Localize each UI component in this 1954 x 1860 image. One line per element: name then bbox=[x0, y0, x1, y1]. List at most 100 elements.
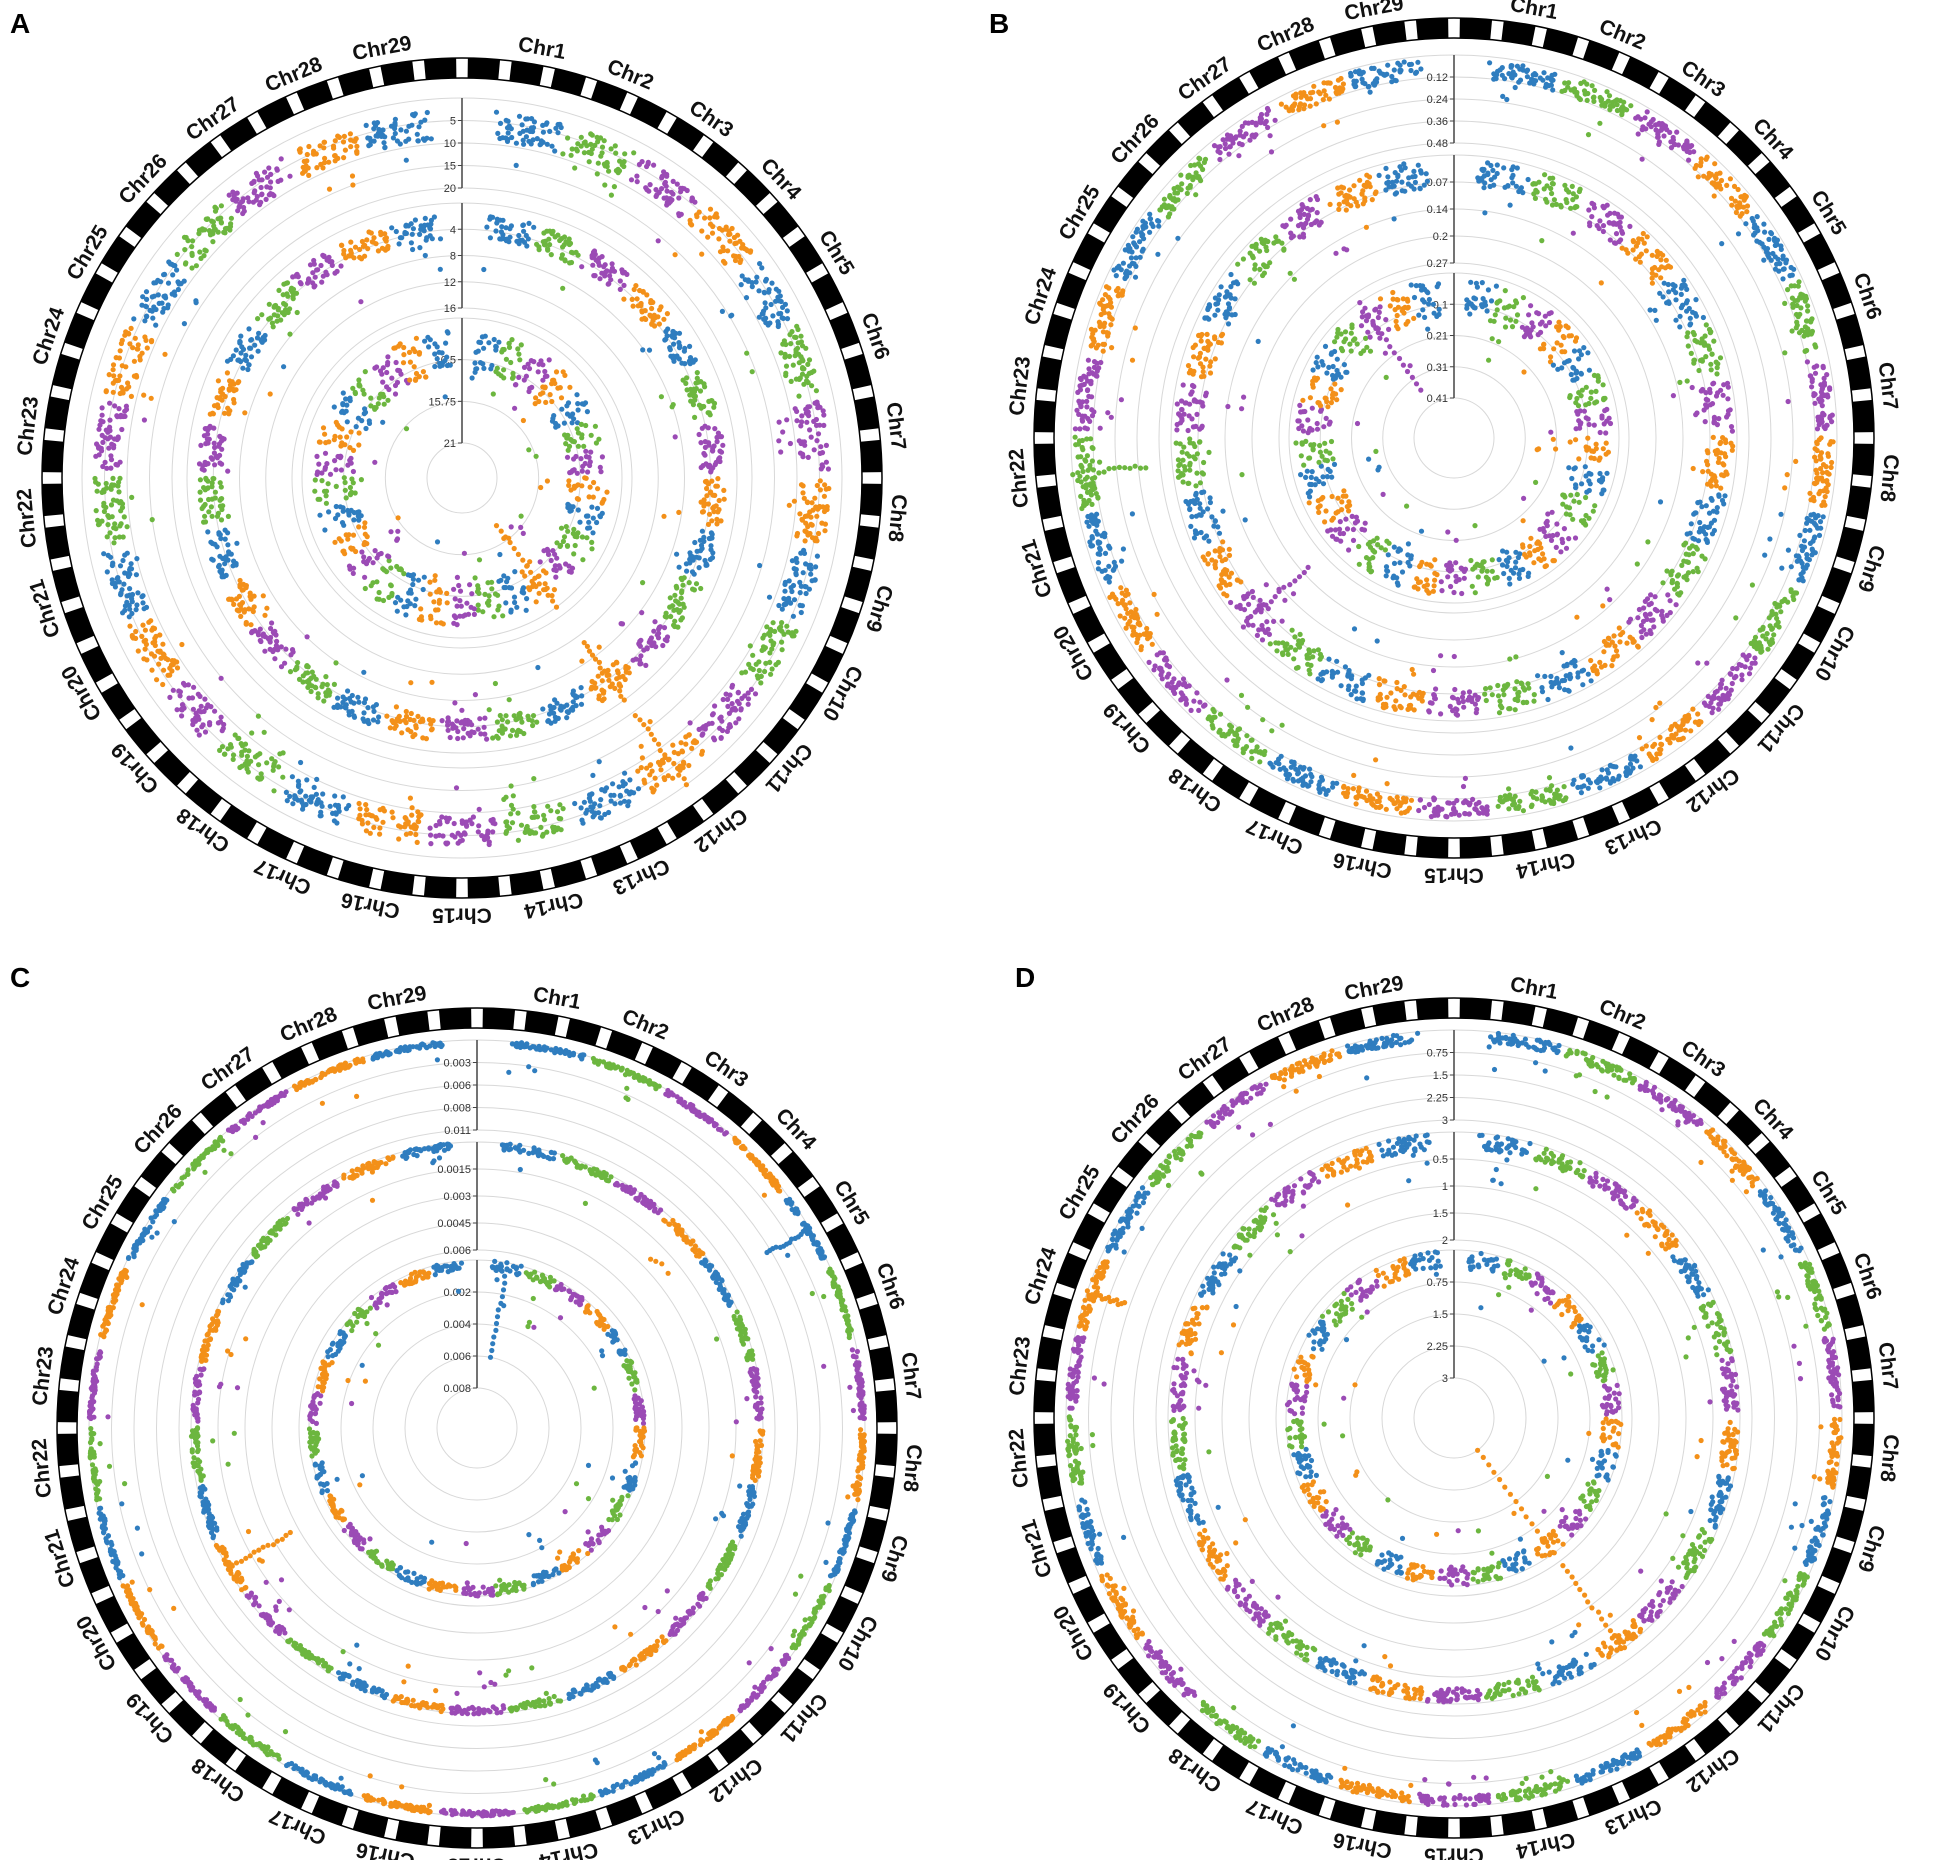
snp-point bbox=[401, 352, 406, 357]
snp-point bbox=[542, 817, 547, 822]
snp-point bbox=[1792, 283, 1797, 288]
snp-point bbox=[396, 836, 401, 841]
ideogram-block bbox=[1289, 806, 1326, 836]
snp-point bbox=[382, 145, 387, 150]
snp-point bbox=[1819, 420, 1824, 425]
snp-point bbox=[1785, 287, 1790, 292]
snp-point bbox=[106, 446, 111, 451]
snp-point bbox=[217, 554, 222, 559]
snp-point bbox=[384, 370, 389, 375]
snp-point bbox=[1813, 371, 1818, 376]
chromosome-label: Chr7 bbox=[882, 401, 911, 451]
snp-point bbox=[281, 292, 286, 297]
snp-point bbox=[1467, 801, 1472, 806]
snp-point bbox=[799, 517, 804, 522]
snp-point bbox=[97, 423, 102, 428]
snp-point bbox=[627, 777, 632, 782]
snp-point bbox=[739, 706, 744, 711]
snp-point bbox=[381, 598, 386, 603]
snp-point bbox=[1741, 652, 1746, 657]
snp-point bbox=[1744, 209, 1749, 214]
snp-point bbox=[799, 339, 804, 344]
snp-point bbox=[1133, 325, 1138, 330]
snp-point bbox=[1260, 717, 1265, 722]
snp-point bbox=[505, 139, 510, 144]
snp-point bbox=[779, 640, 784, 645]
snp-point bbox=[1097, 546, 1102, 551]
tick-label: 0.12 bbox=[1427, 72, 1448, 84]
snp-point bbox=[340, 426, 345, 431]
snp-point bbox=[1712, 161, 1717, 166]
snp-point bbox=[679, 588, 684, 593]
snp-point bbox=[311, 149, 316, 154]
snp-point bbox=[570, 411, 575, 416]
snp-point bbox=[563, 239, 568, 244]
snp-point bbox=[1633, 116, 1638, 121]
snp-point bbox=[787, 332, 792, 337]
snp-point bbox=[545, 142, 550, 147]
snp-point bbox=[659, 186, 664, 191]
snp-point bbox=[1740, 211, 1745, 216]
snp-point bbox=[153, 323, 158, 328]
snp-point bbox=[115, 498, 120, 503]
snp-point bbox=[1608, 780, 1613, 785]
snp-point bbox=[589, 809, 594, 814]
chromosome-ideogram bbox=[1034, 18, 1874, 858]
snp-point bbox=[596, 161, 601, 166]
snp-point bbox=[677, 343, 682, 348]
snp-point bbox=[770, 666, 775, 671]
snp-point bbox=[1718, 186, 1723, 191]
snp-point bbox=[219, 517, 224, 522]
snp-point bbox=[796, 394, 801, 399]
snp-point bbox=[1344, 794, 1349, 799]
snp-point bbox=[104, 481, 109, 486]
snp-point bbox=[1407, 806, 1412, 811]
snp-point bbox=[521, 142, 526, 147]
snp-point bbox=[722, 261, 727, 266]
snp-point bbox=[732, 706, 737, 711]
snp-point bbox=[493, 228, 498, 233]
snp-point bbox=[1579, 773, 1584, 778]
snp-point bbox=[1615, 102, 1620, 107]
snp-point bbox=[804, 420, 809, 425]
snp-point bbox=[1712, 696, 1717, 701]
ideogram-block bbox=[860, 484, 882, 516]
snp-point bbox=[148, 618, 153, 623]
snp-point bbox=[453, 596, 458, 601]
snp-point bbox=[310, 670, 315, 675]
snp-point bbox=[1813, 344, 1818, 349]
chromosome-label: Chr23 bbox=[13, 395, 43, 457]
snp-point bbox=[571, 468, 576, 473]
snp-point bbox=[358, 299, 363, 304]
snp-point bbox=[803, 346, 808, 351]
snp-point bbox=[694, 581, 699, 586]
snp-point bbox=[671, 402, 676, 407]
snp-point bbox=[482, 716, 487, 721]
snp-point bbox=[333, 138, 338, 143]
snp-point bbox=[410, 232, 415, 237]
snp-point bbox=[306, 144, 311, 149]
snp-point bbox=[410, 582, 415, 587]
snp-point bbox=[433, 573, 438, 578]
snp-point bbox=[1143, 632, 1148, 637]
snp-point bbox=[162, 272, 167, 277]
snp-point bbox=[801, 483, 806, 488]
snp-point bbox=[1209, 718, 1214, 723]
snp-point bbox=[789, 585, 794, 590]
snp-point bbox=[1813, 515, 1818, 520]
snp-point bbox=[1604, 775, 1609, 780]
snp-point bbox=[1815, 426, 1820, 431]
snp-point bbox=[361, 716, 366, 721]
snp-point bbox=[590, 679, 595, 684]
snp-point bbox=[560, 244, 565, 249]
snp-point bbox=[570, 146, 575, 151]
snp-point bbox=[516, 233, 521, 238]
snp-point bbox=[360, 388, 365, 393]
snp-point bbox=[1105, 410, 1110, 415]
snp-point bbox=[1789, 589, 1794, 594]
snp-point bbox=[488, 214, 493, 219]
snp-point bbox=[203, 441, 208, 446]
snp-point bbox=[537, 247, 542, 252]
snp-point bbox=[368, 142, 373, 147]
snp-point bbox=[268, 635, 273, 640]
